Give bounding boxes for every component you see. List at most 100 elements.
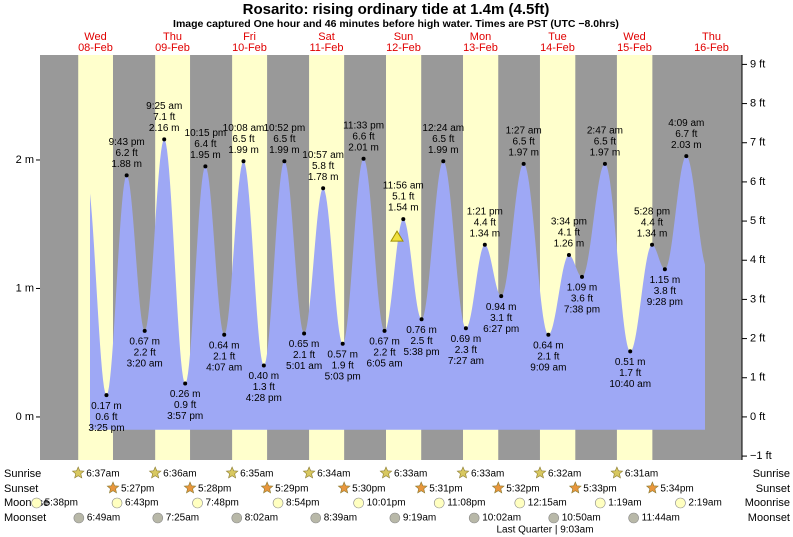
tide-label: 0.9 ft (174, 400, 196, 411)
tide-label: 0.64 m (533, 340, 564, 351)
y2-tick-label: 2 ft (750, 332, 765, 344)
sun-icon (414, 481, 428, 494)
moon-icon (310, 512, 322, 524)
current-marker (390, 230, 404, 242)
sunset-time: 5:27pm (121, 484, 154, 495)
chart-title: Rosarito: rising ordinary tide at 1.4m (… (243, 1, 550, 18)
tide-label: 10:40 am (609, 379, 651, 390)
tide-point (321, 186, 326, 191)
moon-icon (272, 497, 284, 509)
tide-point (419, 317, 424, 322)
moonrise-time: 2:19am (688, 498, 721, 509)
sunset-time: 5:33pm (583, 484, 616, 495)
tide-label: 11:33 pm (343, 120, 384, 131)
sun-icon (148, 466, 162, 479)
tide-label: 0.64 m (209, 340, 240, 351)
moonrise-time: 11:08pm (447, 498, 485, 509)
tide-point (546, 332, 551, 337)
tide-label: 4.4 ft (474, 217, 496, 228)
moonset-time: 7:25am (166, 513, 199, 524)
tide-point (684, 154, 689, 159)
y-tick-label: 2 m (16, 154, 34, 166)
tide-label: 3:57 pm (167, 411, 203, 422)
moon-icon (389, 512, 401, 524)
moon-phase: Last Quarter | 9:03am (496, 525, 593, 536)
moon-icon (353, 497, 364, 509)
tide-label: 0.51 m (615, 357, 646, 368)
y2-tick-label: 0 ft (750, 411, 765, 423)
tide-point (222, 332, 227, 337)
moon-icon (548, 512, 560, 524)
day-date: 10-Feb (232, 42, 267, 54)
moonrise-time: 7:48pm (206, 498, 239, 509)
tide-label: 6.5 ft (513, 136, 535, 147)
sunrise-time: 6:36am (163, 469, 196, 480)
day-weekday: Tue (548, 31, 567, 43)
row-label: Moonset (4, 512, 46, 524)
tide-point (482, 242, 487, 247)
moonset-time: 8:02am (245, 513, 278, 524)
tide-label: 1.99 m (428, 145, 459, 156)
tide-area (90, 139, 705, 430)
day-weekday: Thu (702, 31, 721, 43)
tide-label: 3:20 am (127, 359, 163, 370)
moonrise-time: 12:15am (528, 498, 567, 509)
day-date: 11-Feb (309, 42, 343, 54)
tide-label: 4:09 am (668, 118, 704, 129)
tide-point (142, 328, 147, 333)
tide-point (104, 393, 109, 398)
tide-point (566, 253, 571, 258)
moonrise-time: 10:01pm (367, 498, 406, 509)
tide-label: 7.1 ft (153, 112, 175, 123)
moon-icon (433, 497, 445, 509)
tide-point (302, 331, 307, 336)
tide-label: 6.6 ft (352, 131, 374, 142)
tide-point (579, 274, 584, 279)
tide-label: 0.69 m (451, 334, 482, 345)
moonrise-time: 1:19am (608, 498, 641, 509)
sunset-time: 5:28pm (198, 484, 231, 495)
tide-point (361, 156, 366, 161)
moon-icon (231, 512, 243, 524)
moon-icon (73, 512, 85, 524)
tide-label: 6.7 ft (675, 129, 697, 140)
tide-point (183, 381, 188, 386)
day-date: 14-Feb (540, 42, 575, 54)
y-tick-label: 1 m (16, 282, 34, 294)
y2-tick-label: 6 ft (750, 176, 765, 188)
tide-label: 9:28 pm (647, 297, 683, 308)
tide-label: 3:25 pm (88, 423, 124, 434)
sunrise-time: 6:32am (548, 469, 581, 480)
tide-label: 1.95 m (190, 150, 221, 161)
tide-label: 2.3 ft (455, 345, 477, 356)
tide-label: 4.4 ft (641, 217, 663, 228)
sunrise-time: 6:33am (394, 469, 427, 480)
y2-tick-label: 1 ft (750, 372, 765, 384)
day-weekday: Sun (394, 31, 414, 43)
tide-label: 5:03 pm (325, 371, 361, 382)
sun-icon (491, 481, 505, 494)
tide-label: 2.2 ft (134, 348, 156, 359)
sun-icon (225, 466, 239, 479)
sun-icon (533, 466, 547, 479)
moon-icon (31, 497, 42, 509)
tide-point (463, 326, 468, 331)
day-date: 09-Feb (155, 42, 190, 54)
y2-tick-label: 9 ft (750, 58, 765, 70)
sunrise-time: 6:35am (240, 469, 273, 480)
tide-point (602, 161, 607, 166)
tide-label: 3:34 pm (551, 217, 587, 228)
tide-label: 7:38 pm (564, 305, 600, 316)
sunset-time: 5:29pm (275, 484, 308, 495)
y-tick-label: 0 m (16, 411, 34, 423)
tide-label: 6:05 am (366, 359, 402, 370)
moon-icon (594, 497, 606, 509)
day-weekday: Thu (163, 31, 182, 43)
moon-icon (675, 497, 686, 509)
tide-label: 2.1 ft (293, 350, 315, 361)
row-label: Moonrise (4, 497, 49, 509)
tide-label: 2:47 am (587, 125, 623, 136)
moonset-time: 9:19am (403, 513, 436, 524)
day-date: 08-Feb (78, 42, 113, 54)
tide-label: 6.2 ft (116, 148, 138, 159)
